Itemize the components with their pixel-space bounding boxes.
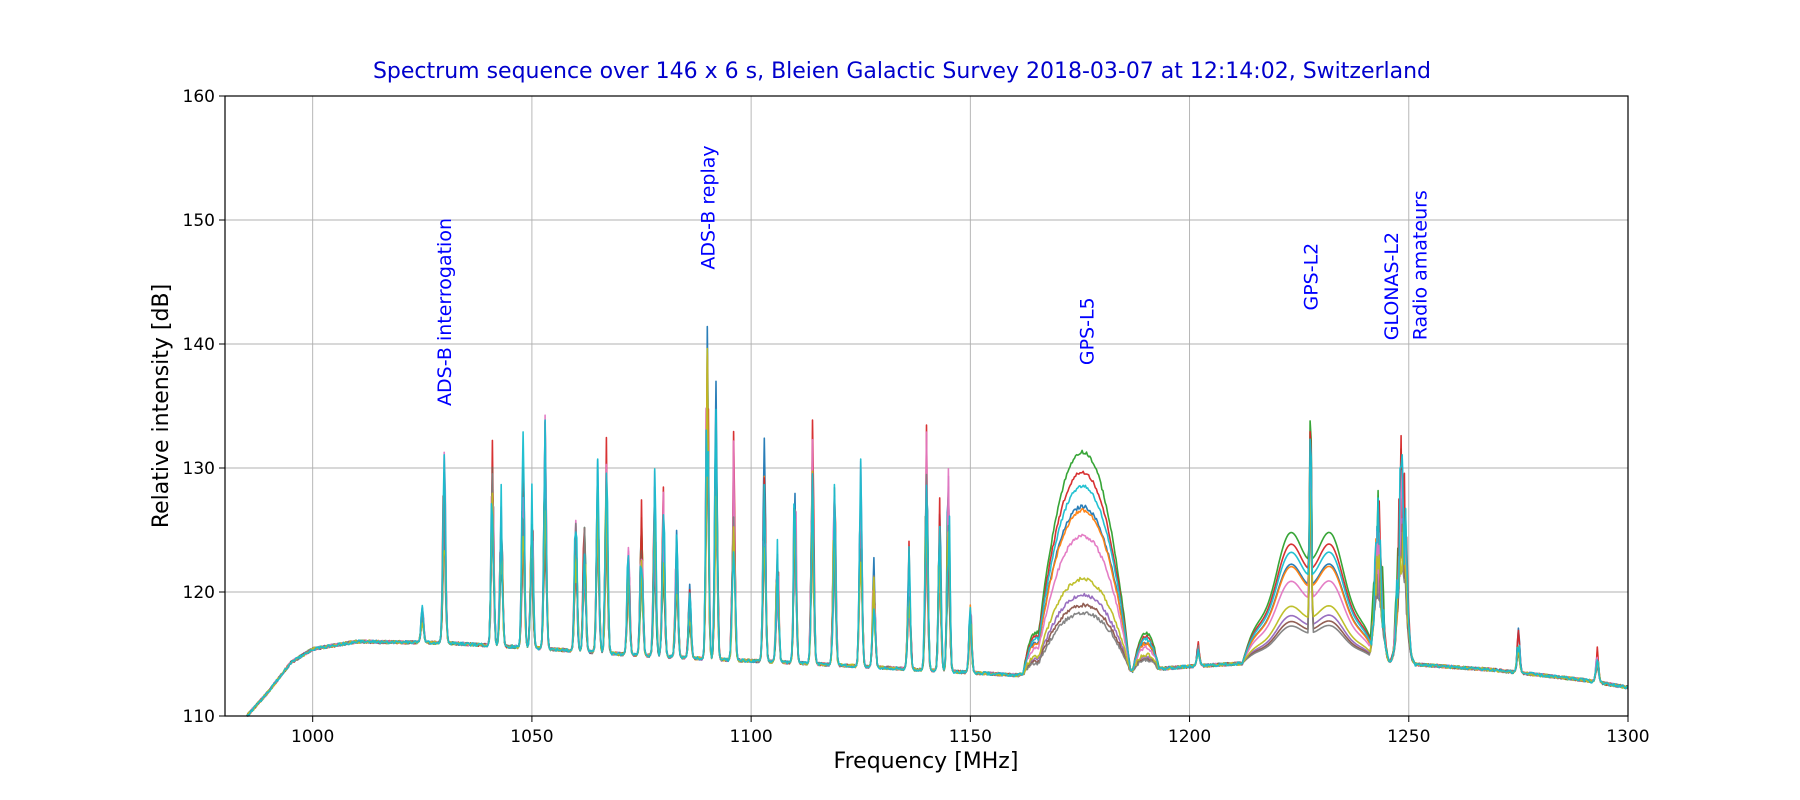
annotation-label: ADS-B interrogation <box>434 218 456 406</box>
grid-lines <box>225 96 1628 716</box>
x-tick-label: 1150 <box>949 727 992 747</box>
x-tick-label: 1000 <box>291 727 334 747</box>
y-tick-label: 140 <box>183 335 215 355</box>
annotation-label: GLONAS-L2 <box>1381 232 1403 340</box>
chart-title: Spectrum sequence over 146 x 6 s, Bleien… <box>373 59 1431 84</box>
annotation-label: GPS-L2 <box>1301 243 1323 311</box>
y-axis-label: Relative intensity [dB] <box>149 284 174 528</box>
axis-ticks: 1000 1050 1100 1150 1200 1250 1300 110 120 130 140… <box>183 87 1650 747</box>
annotations: ADS-B interrogation ADS-B replay GPS-L5 GPS… <box>434 145 1431 406</box>
annotation-label: Radio amateurs <box>1410 190 1432 340</box>
x-tick-label: 1250 <box>1387 727 1430 747</box>
y-tick-label: 110 <box>183 707 215 727</box>
spectrum-series-line <box>246 408 1629 717</box>
x-axis-label: Frequency [MHz] <box>834 749 1019 774</box>
y-tick-label: 150 <box>183 211 215 231</box>
plot-frame <box>224 95 1629 717</box>
x-tick-label: 1100 <box>729 727 772 747</box>
x-tick-label: 1050 <box>510 727 553 747</box>
y-tick-label: 120 <box>183 583 215 603</box>
series-lines <box>246 325 1629 717</box>
spectrum-series-line <box>246 407 1629 717</box>
y-tick-label: 130 <box>183 459 215 479</box>
x-tick-label: 1300 <box>1606 727 1649 747</box>
spectrum-series-line <box>246 439 1629 717</box>
annotation-label: ADS-B replay <box>697 145 719 269</box>
spectrum-series-line <box>246 420 1629 717</box>
x-tick-label: 1200 <box>1168 727 1211 747</box>
spectrum-series-line <box>246 449 1629 717</box>
annotation-label: GPS-L5 <box>1076 297 1098 365</box>
y-tick-label: 160 <box>183 87 215 107</box>
spectrum-series-line <box>246 407 1629 716</box>
spectrum-series-line <box>246 446 1629 717</box>
